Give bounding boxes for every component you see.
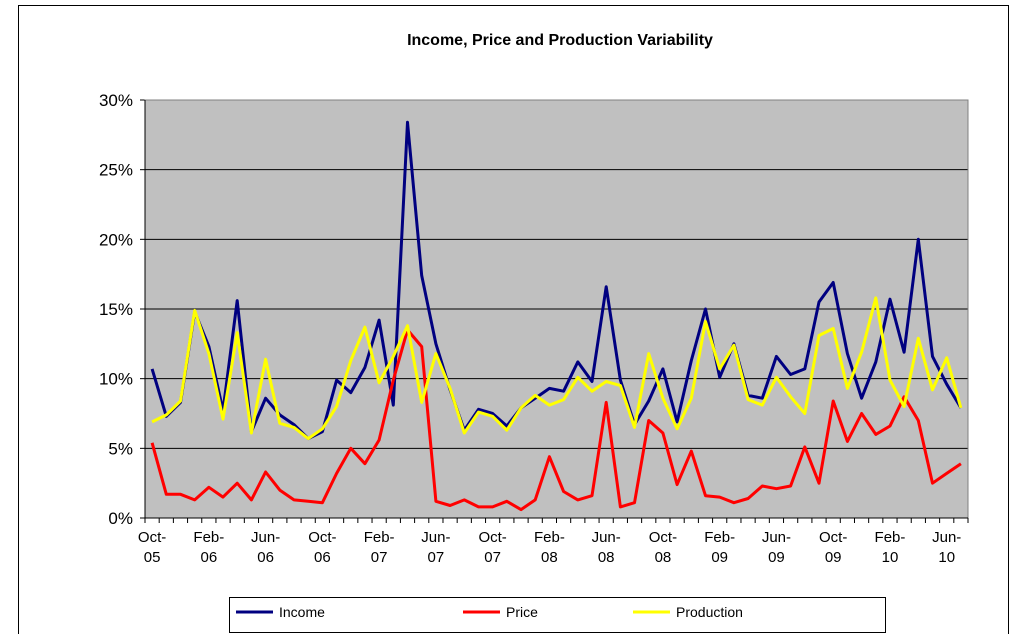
- y-tick-label: 25%: [99, 161, 133, 180]
- x-tick-label: Feb-10: [875, 529, 906, 566]
- x-tick-label: Oct-09: [819, 529, 847, 566]
- data-line: [150, 120, 963, 441]
- x-tick-label: Jun-09: [762, 529, 791, 566]
- x-tick-label: Oct-05: [138, 529, 166, 566]
- y-tick-label: 15%: [99, 300, 133, 319]
- x-tick-label: Jun-10: [932, 529, 961, 566]
- y-tick-label: 0%: [108, 509, 133, 528]
- x-tick-label: Oct-06: [308, 529, 336, 566]
- y-tick-label: 5%: [108, 439, 133, 458]
- legend-label: Price: [506, 604, 538, 620]
- legend-label: Production: [676, 604, 743, 620]
- x-tick-label: Oct-07: [478, 529, 506, 566]
- y-tick-label: 30%: [99, 91, 133, 110]
- legend-label: Income: [279, 604, 325, 620]
- x-tick-label: Jun-08: [592, 529, 621, 566]
- x-tick-label: Jun-06: [251, 529, 280, 566]
- y-tick-label: 20%: [99, 230, 133, 249]
- data-line: [151, 296, 963, 441]
- x-tick-label: Jun-07: [421, 529, 450, 566]
- x-tick-label: Feb-06: [193, 529, 224, 566]
- x-tick-label: Feb-08: [534, 529, 565, 566]
- x-tick-label: Feb-09: [704, 529, 735, 566]
- legend-box: [229, 597, 886, 633]
- chart-title: Income, Price and Production Variability: [407, 32, 713, 49]
- x-tick-label: Oct-08: [649, 529, 677, 566]
- data-line: [150, 328, 962, 512]
- x-tick-label: Feb-07: [364, 529, 395, 566]
- y-tick-label: 10%: [99, 370, 133, 389]
